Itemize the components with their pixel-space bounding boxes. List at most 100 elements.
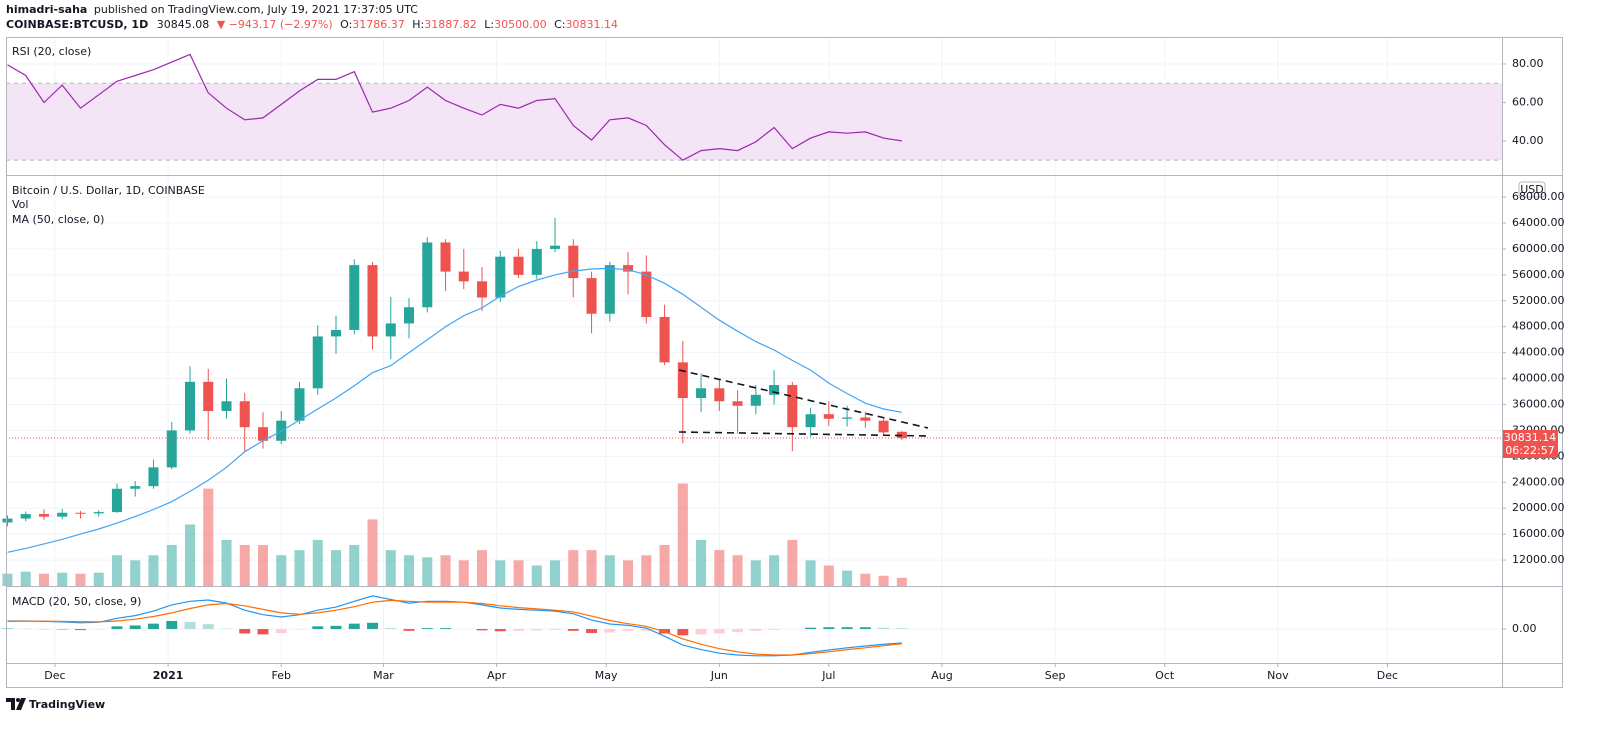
volume-bar (495, 560, 506, 586)
volume-bar (458, 560, 469, 586)
histogram-bar (385, 628, 397, 630)
published: published on TradingView.com, July 19, 2… (94, 3, 418, 16)
labels: himadri-saha published on TradingView.co… (6, 3, 1565, 711)
volume-bar (38, 573, 49, 586)
ohlc-key: H: (412, 18, 424, 31)
histogram-bar (330, 625, 342, 630)
y-tick-label: 60000.00 (1512, 242, 1565, 255)
brand: TradingView (29, 698, 105, 711)
ohlc-key: O: (340, 18, 352, 31)
histogram-bar (421, 628, 433, 630)
volume-bar (111, 555, 122, 586)
volume-bar (732, 555, 743, 586)
volume-bar (276, 555, 287, 586)
x-tick-label: Jul (821, 669, 835, 682)
candle-body (294, 388, 305, 421)
histogram-bar (257, 629, 269, 635)
y-tick-label: 68000.00 (1512, 190, 1565, 203)
volume-bar (349, 545, 360, 586)
histogram-bar (768, 629, 780, 630)
candle-body (842, 417, 853, 419)
last-price-label: 30831.14 (1504, 431, 1557, 444)
pane-title: MACD (20, 50, close, 9) (12, 595, 141, 608)
volume-bar (75, 573, 86, 586)
unit-label: USD (1520, 183, 1544, 196)
volume-bar (714, 550, 725, 586)
candle-body (440, 242, 451, 272)
candle-body (458, 271, 469, 282)
x-tick-label: Aug (931, 669, 952, 682)
histogram-bar (750, 629, 762, 631)
ohlc-value: 30500.00 (494, 18, 547, 31)
histogram-bar (239, 629, 251, 634)
ohlc-value: 31786.37 (352, 18, 405, 31)
histogram-bar (604, 629, 616, 633)
brand-logo (6, 698, 26, 710)
histogram-bar (74, 629, 86, 631)
volume-bar (221, 539, 232, 586)
histogram-bar (129, 625, 141, 630)
candle-body (531, 248, 542, 275)
candle-body (659, 316, 670, 363)
candle-body (878, 420, 889, 433)
volume-bar (677, 483, 688, 586)
volume-bar (696, 539, 707, 586)
volume-bar (623, 560, 634, 586)
volume-bar (385, 550, 396, 586)
candle-body (20, 514, 31, 519)
histogram-bar (367, 622, 378, 630)
frame-border (6, 37, 1563, 688)
x-tick-label: Feb (272, 669, 291, 682)
volume-bar (404, 555, 415, 586)
candle-body (38, 514, 49, 517)
frame (6, 37, 1563, 688)
volume-bar (878, 575, 889, 586)
marks (1, 53, 1502, 657)
histogram-bar (640, 629, 652, 631)
histogram-bar (440, 628, 452, 630)
change: ▼ −943.17 (−2.97%) (217, 18, 333, 31)
x-tick-label: May (595, 669, 618, 682)
x-tick-label: Apr (487, 669, 507, 682)
volume-bar (130, 560, 141, 586)
candle-body (93, 512, 104, 514)
histogram-bar (859, 627, 871, 630)
histogram-bar (312, 626, 324, 630)
histogram-bar (403, 629, 415, 631)
volume-bar (330, 550, 342, 586)
y-tick-label: 40000.00 (1512, 372, 1565, 385)
author: himadri-saha (6, 3, 87, 16)
x-tick-label: Nov (1267, 669, 1289, 682)
x-tick-label: Mar (373, 669, 394, 682)
candle-body (641, 271, 652, 317)
volume-bar (750, 560, 761, 586)
y-tick-label: 60.00 (1512, 95, 1544, 108)
histogram-bar (148, 623, 159, 630)
histogram-bar (567, 629, 579, 631)
candle-body (860, 417, 871, 421)
histogram-bar (513, 629, 525, 631)
volume-bar (805, 560, 816, 586)
histogram-bar (494, 629, 506, 632)
candle-body (714, 388, 725, 402)
volume-bar (769, 555, 780, 586)
y-tick-label: 44000.00 (1512, 346, 1565, 359)
y-tick-label: 80.00 (1512, 57, 1544, 70)
ma-line (7, 267, 902, 553)
legend-entry: MA (50, close, 0) (12, 213, 104, 226)
volume-bar (568, 550, 579, 586)
unit-box (1518, 181, 1546, 198)
volume-bar (166, 545, 177, 586)
histogram-bar (275, 629, 287, 634)
rsi-band (6, 83, 1502, 161)
trendline (678, 431, 931, 437)
candle-body (513, 256, 524, 275)
x-tick-label: Oct (1155, 669, 1175, 682)
volume-bar (2, 573, 13, 586)
candle-body (495, 256, 506, 298)
y-tick-label: 0.00 (1512, 622, 1537, 635)
candle-body (75, 512, 86, 514)
candle-body (604, 265, 615, 314)
volume-bar (440, 555, 451, 586)
